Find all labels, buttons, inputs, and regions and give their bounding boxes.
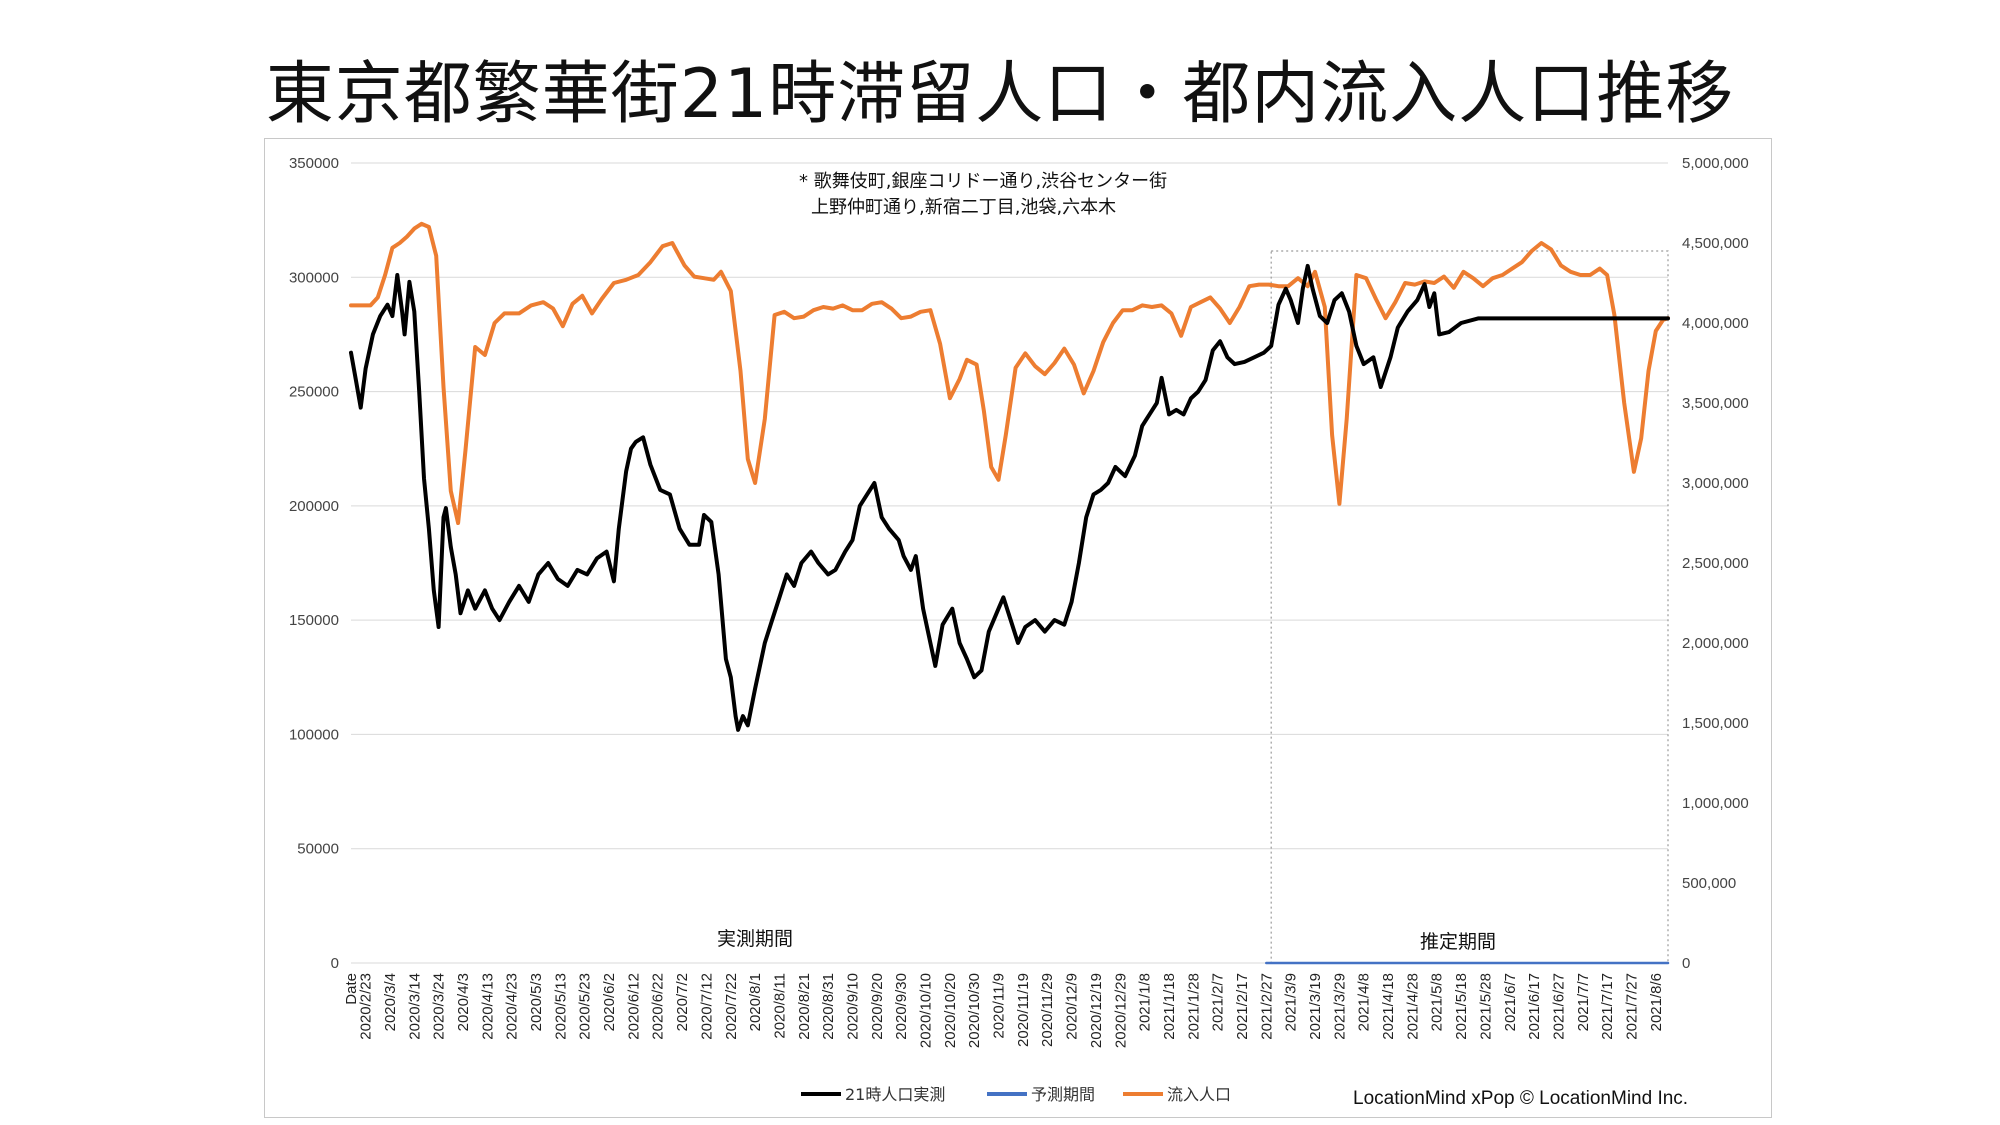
left-y-tick-label: 250000 bbox=[289, 384, 339, 401]
x-tick-label: 2020/3/14 bbox=[406, 973, 423, 1040]
right-y-tick-label: 3,000,000 bbox=[1682, 475, 1749, 492]
left-y-tick-label: 0 bbox=[331, 955, 339, 972]
x-tick-label: 2020/8/21 bbox=[796, 973, 813, 1040]
x-tick-label: 2020/6/12 bbox=[625, 973, 642, 1040]
x-tick-label: 2021/2/17 bbox=[1234, 973, 1251, 1040]
x-tick-label: 2020/8/31 bbox=[820, 973, 837, 1040]
x-tick-label: 2021/3/19 bbox=[1307, 973, 1324, 1040]
chart-note-line-2: 上野仲町通り,新宿二丁目,池袋,六本木 bbox=[811, 197, 1116, 218]
x-tick-label: 2020/12/29 bbox=[1112, 973, 1129, 1048]
left-y-tick-label: 100000 bbox=[289, 726, 339, 743]
series-lines bbox=[349, 221, 1670, 965]
left-y-tick-label: 50000 bbox=[297, 841, 339, 858]
x-tick-label: 2021/1/18 bbox=[1161, 973, 1178, 1040]
chart-svg: 0 50000 100000 150000 200000 250000 300000 3500… bbox=[289, 155, 1749, 1109]
x-tick-label: 2020/10/20 bbox=[942, 973, 959, 1048]
legend-label-2: 流入人口 bbox=[1167, 1085, 1231, 1104]
x-tick-label: 2020/11/9 bbox=[991, 973, 1008, 1039]
x-tick-label: 2021/7/27 bbox=[1623, 973, 1640, 1040]
right-y-tick-label: 500,000 bbox=[1682, 875, 1736, 892]
chart-note-line-1: * 歌舞伎町,銀座コリドー通り,渋谷センター街 bbox=[799, 171, 1167, 192]
x-tick-label: 2020/8/1 bbox=[747, 973, 764, 1031]
estimated-period-box bbox=[1270, 250, 1669, 964]
right-y-tick-label: 4,000,000 bbox=[1682, 315, 1749, 332]
x-tick-label: 2021/6/27 bbox=[1550, 973, 1567, 1040]
estimated-period-dotted-frame bbox=[1270, 250, 1669, 964]
right-y-tick-label: 1,000,000 bbox=[1682, 795, 1749, 812]
x-tick-label: 2020/9/20 bbox=[869, 973, 886, 1040]
x-tick-label: 2021/4/28 bbox=[1404, 973, 1421, 1040]
right-y-tick-label: 1,500,000 bbox=[1682, 715, 1749, 732]
x-tick-label: 2020/7/12 bbox=[698, 973, 715, 1040]
x-tick-label: 2021/5/28 bbox=[1477, 973, 1494, 1040]
series-line-0 bbox=[349, 263, 1670, 732]
x-tick-label: 2020/9/30 bbox=[893, 973, 910, 1040]
x-axis-label: Date bbox=[343, 973, 360, 1005]
x-tick-label: 2020/4/23 bbox=[504, 973, 521, 1040]
x-tick-label: 2021/5/8 bbox=[1429, 973, 1446, 1031]
right-y-tick-label: 2,500,000 bbox=[1682, 555, 1749, 572]
x-tick-label: 2020/3/24 bbox=[431, 973, 448, 1040]
x-tick-label: 2020/7/2 bbox=[674, 973, 691, 1031]
right-y-tick-label: 3,500,000 bbox=[1682, 395, 1749, 412]
right-y-axis: 0 500,000 1,000,000 1,500,000 2,000,000 2,500… bbox=[1682, 155, 1749, 972]
x-tick-label: 2020/8/11 bbox=[771, 973, 788, 1039]
x-tick-label: 2020/4/13 bbox=[479, 973, 496, 1040]
right-y-tick-label: 5,000,000 bbox=[1682, 155, 1749, 172]
x-tick-label: 2021/3/29 bbox=[1331, 973, 1348, 1040]
x-tick-label: 2021/6/17 bbox=[1526, 973, 1543, 1040]
page-title: 東京都繁華街21時滞留人口・都内流入人口推移 bbox=[265, 55, 1735, 134]
right-y-tick-label: 2,000,000 bbox=[1682, 635, 1749, 652]
x-tick-label: 2020/10/30 bbox=[966, 973, 983, 1048]
right-y-tick-label: 4,500,000 bbox=[1682, 235, 1749, 252]
x-tick-label: 2020/6/22 bbox=[650, 973, 667, 1040]
x-tick-label: 2020/9/10 bbox=[844, 973, 861, 1040]
x-tick-label: 2021/4/8 bbox=[1356, 973, 1373, 1031]
x-tick-label: 2020/11/19 bbox=[1015, 973, 1032, 1047]
right-y-tick-label: 0 bbox=[1682, 955, 1690, 972]
left-y-tick-label: 150000 bbox=[289, 612, 339, 629]
x-tick-label: 2021/8/6 bbox=[1648, 973, 1665, 1031]
x-tick-label: 2020/5/13 bbox=[552, 973, 569, 1040]
legend-label-0: 21時人口実測 bbox=[845, 1085, 945, 1104]
left-y-tick-label: 350000 bbox=[289, 155, 339, 172]
x-tick-label: 2021/4/18 bbox=[1380, 973, 1397, 1040]
x-tick-label: 2021/1/8 bbox=[1137, 973, 1154, 1031]
x-tick-label: 2020/6/2 bbox=[601, 973, 618, 1031]
x-tick-label: 2021/2/7 bbox=[1210, 973, 1227, 1031]
credit-text: LocationMind xPop © LocationMind Inc. bbox=[1353, 1088, 1688, 1109]
left-y-tick-label: 300000 bbox=[289, 269, 339, 286]
x-tick-label: 2020/5/23 bbox=[577, 973, 594, 1040]
gridlines bbox=[351, 162, 1668, 964]
left-y-tick-label: 200000 bbox=[289, 498, 339, 515]
x-tick-label: 2020/10/10 bbox=[918, 973, 935, 1048]
x-tick-label: 2020/7/22 bbox=[723, 973, 740, 1040]
measured-period-label: 実測期間 bbox=[717, 928, 793, 950]
x-tick-label: 2020/11/29 bbox=[1039, 973, 1056, 1047]
x-tick-label: 2021/7/17 bbox=[1599, 973, 1616, 1040]
x-tick-label: 2020/2/23 bbox=[358, 973, 375, 1040]
x-tick-label: 2020/5/3 bbox=[528, 973, 545, 1031]
legend-label-1: 予測期間 bbox=[1031, 1085, 1095, 1104]
x-tick-label: 2020/4/3 bbox=[455, 973, 472, 1031]
left-y-axis: 0 50000 100000 150000 200000 250000 300000 3500… bbox=[289, 155, 339, 972]
x-tick-label: 2020/3/4 bbox=[382, 973, 399, 1031]
x-tick-label: 2021/5/18 bbox=[1453, 973, 1470, 1040]
x-tick-label: 2021/2/27 bbox=[1258, 973, 1275, 1040]
chart-frame: 0 50000 100000 150000 200000 250000 300000 3500… bbox=[264, 138, 1772, 1118]
x-tick-label: 2021/7/7 bbox=[1575, 973, 1592, 1031]
estimated-period-label: 推定期間 bbox=[1420, 931, 1496, 953]
x-tick-label: 2021/3/9 bbox=[1283, 973, 1300, 1031]
x-tick-label: 2020/12/19 bbox=[1088, 973, 1105, 1048]
x-tick-label: 2021/1/28 bbox=[1185, 973, 1202, 1040]
series-line-2 bbox=[349, 221, 1670, 525]
legend: 21時人口実測 予測期間 流入人口 bbox=[801, 1085, 1231, 1104]
x-tick-label: 2020/12/9 bbox=[1064, 973, 1081, 1040]
x-tick-label: 2021/6/7 bbox=[1502, 973, 1519, 1031]
